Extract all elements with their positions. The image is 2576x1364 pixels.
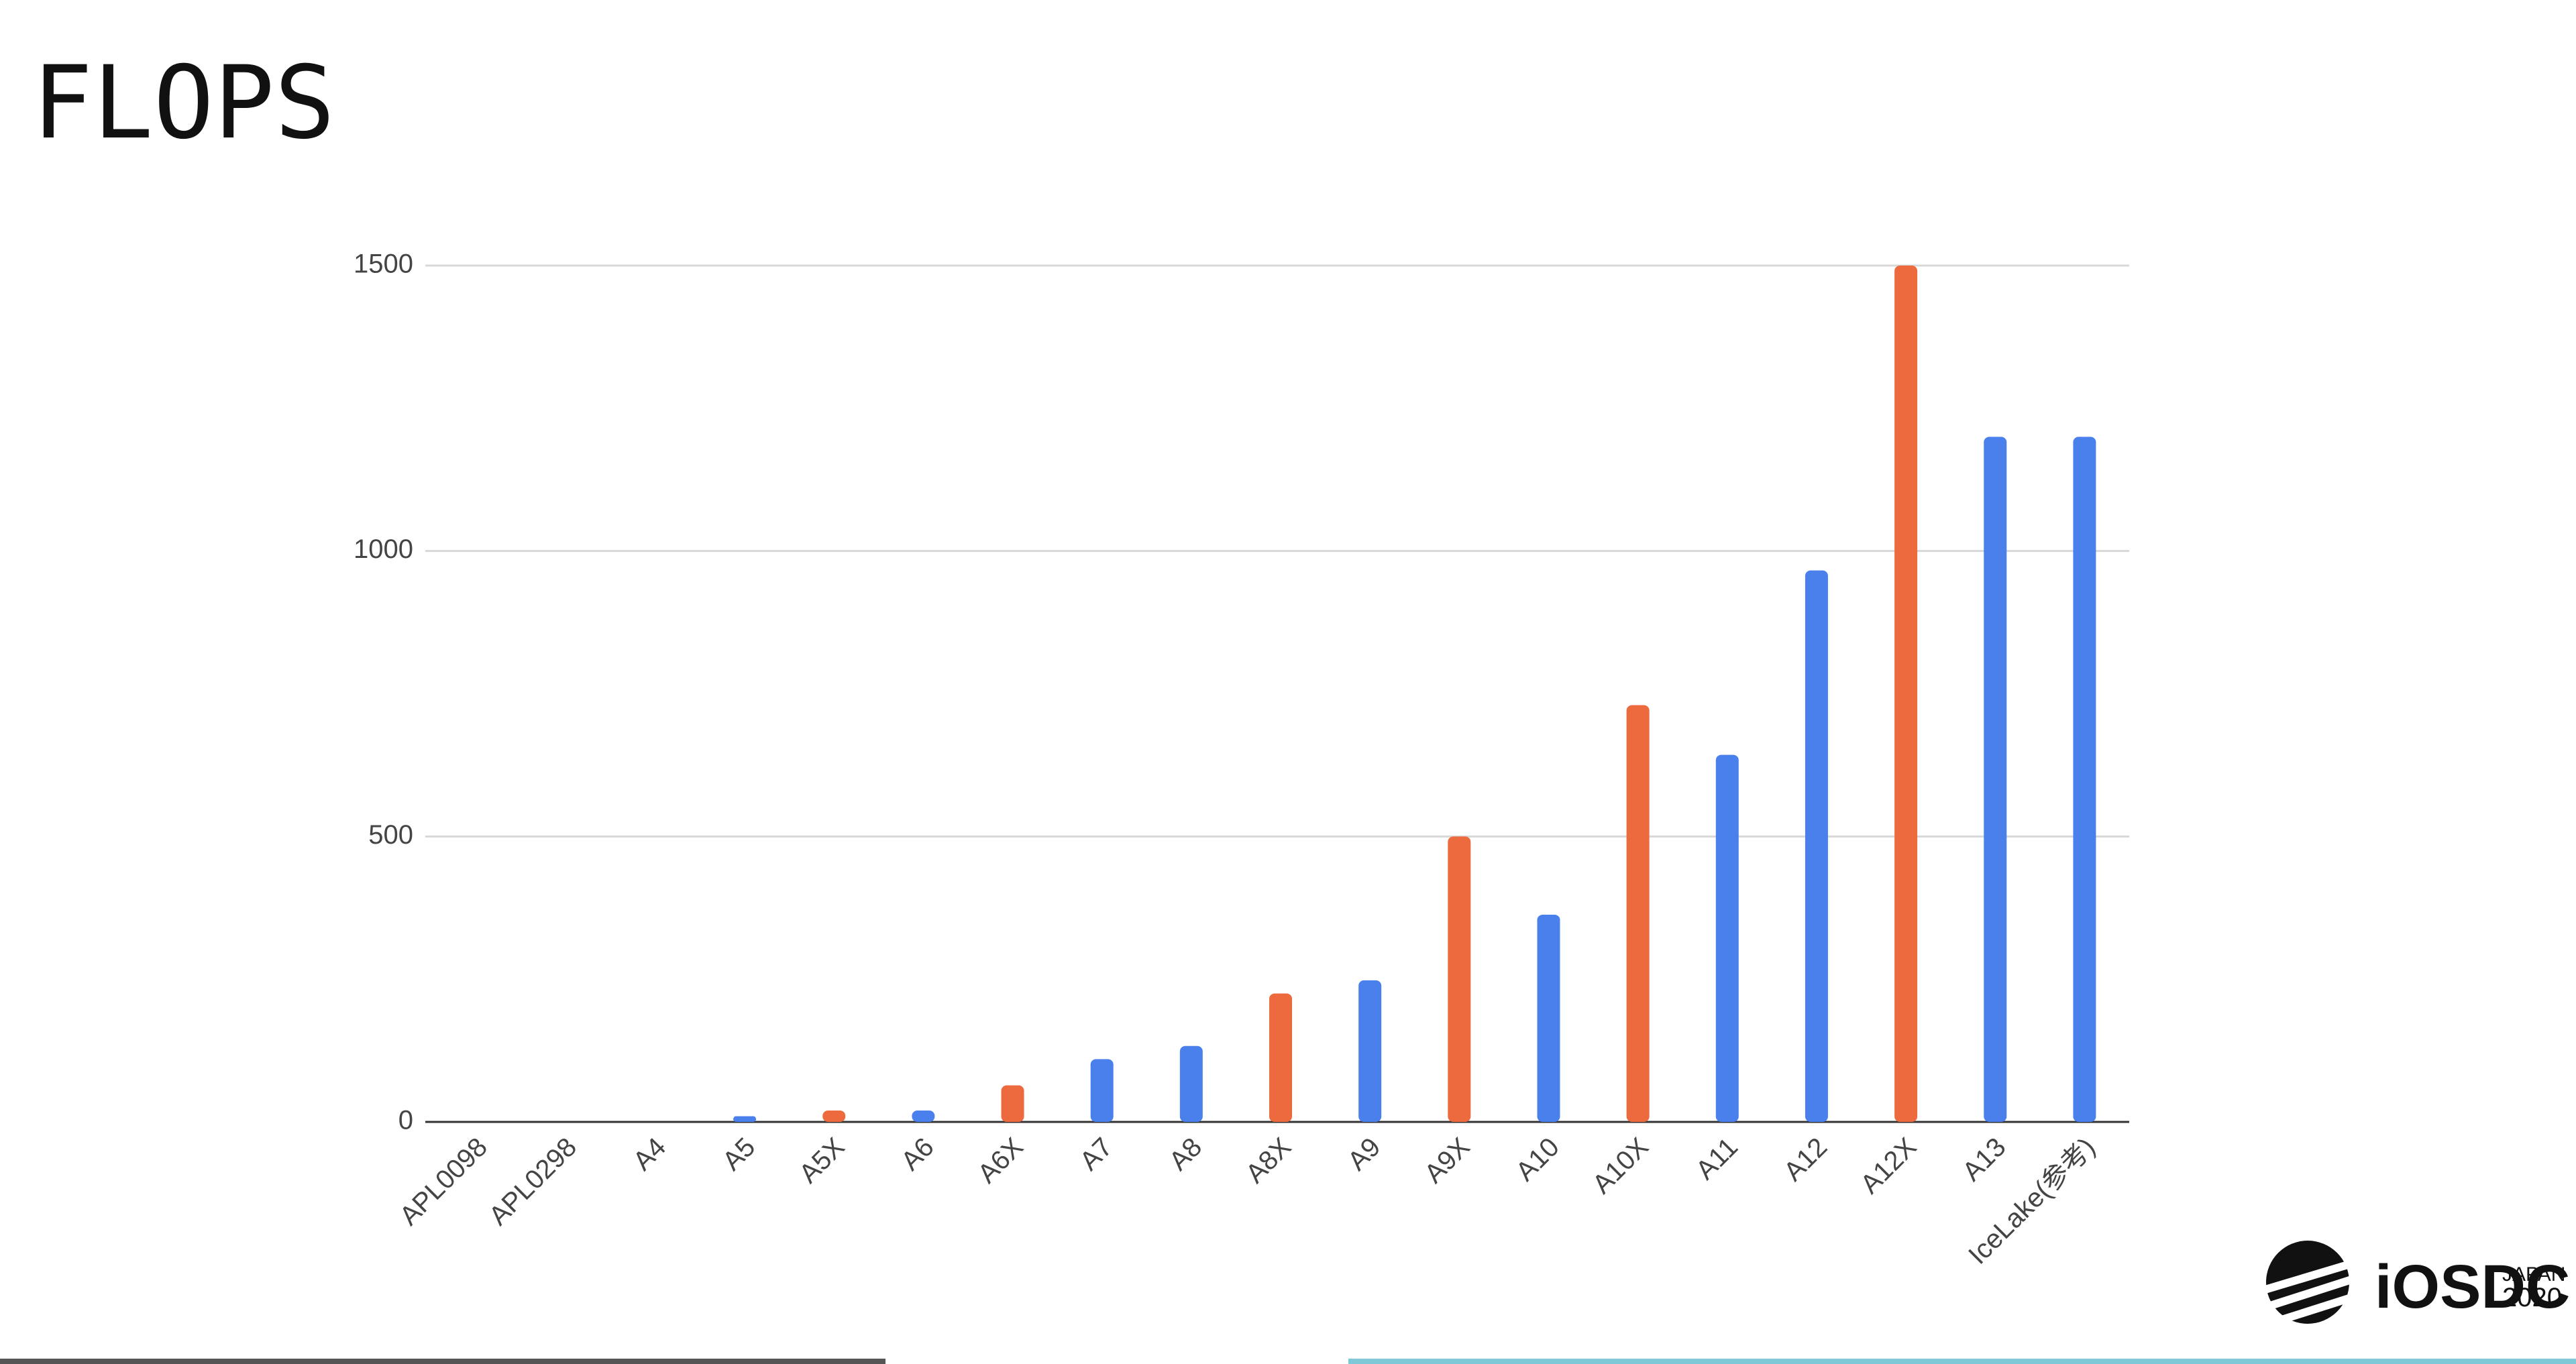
x-tick-label: A13 — [1957, 1132, 2011, 1186]
x-tick-label: A9X — [1419, 1132, 1476, 1189]
bar — [1090, 1059, 1114, 1122]
x-tick-label: A10X — [1587, 1132, 1654, 1199]
x-tick-label: A12 — [1778, 1132, 1833, 1186]
x-tick-label: A11 — [1690, 1132, 1743, 1185]
x-tick-label: A10 — [1510, 1132, 1564, 1186]
bar — [1894, 266, 1918, 1122]
y-tick-label: 500 — [368, 820, 413, 850]
x-tick-label: A6 — [896, 1132, 940, 1176]
bar — [733, 1116, 757, 1122]
logo-year: 2020 — [2502, 1283, 2562, 1312]
bar — [1179, 1045, 1203, 1122]
bar — [1269, 993, 1292, 1122]
x-tick-label: A8X — [1240, 1132, 1297, 1189]
bottom-bar — [0, 1359, 885, 1364]
bar — [912, 1110, 935, 1122]
bar — [1358, 980, 1382, 1122]
x-tick-label: A8 — [1163, 1132, 1208, 1176]
bar — [2073, 437, 2096, 1122]
bar — [1626, 705, 1650, 1122]
x-tick-label: A7 — [1074, 1132, 1118, 1176]
bar — [1001, 1085, 1024, 1122]
y-tick-label: 1000 — [354, 534, 413, 564]
x-tick-label: A5 — [717, 1132, 761, 1176]
logo-stripes — [2259, 1257, 2363, 1325]
bar — [822, 1110, 846, 1122]
logo: iOSDC JAPAN 2020 — [2259, 1241, 2570, 1325]
logo-country: JAPAN — [2502, 1263, 2565, 1286]
bottom-bar-accent — [1348, 1359, 2576, 1364]
y-tick-label: 0 — [398, 1106, 413, 1135]
bar — [1805, 570, 1828, 1122]
x-tick-label: A9 — [1342, 1132, 1387, 1176]
x-tick-label: A5X — [794, 1132, 851, 1189]
x-tick-label: A6X — [972, 1132, 1029, 1189]
bar — [1715, 754, 1739, 1122]
y-tick-label: 1500 — [354, 249, 413, 279]
bar — [1448, 836, 1471, 1122]
logo-name: iOSDC — [2375, 1253, 2570, 1321]
x-tick-label: A4 — [628, 1132, 672, 1176]
x-tick-label: APL0298 — [484, 1132, 582, 1231]
slide-title: FLOPS — [32, 45, 335, 162]
bar — [1984, 437, 2007, 1122]
x-tick-label: A12X — [1855, 1132, 1922, 1199]
bar — [1537, 914, 1560, 1122]
x-tick-label: APL0098 — [394, 1132, 492, 1231]
